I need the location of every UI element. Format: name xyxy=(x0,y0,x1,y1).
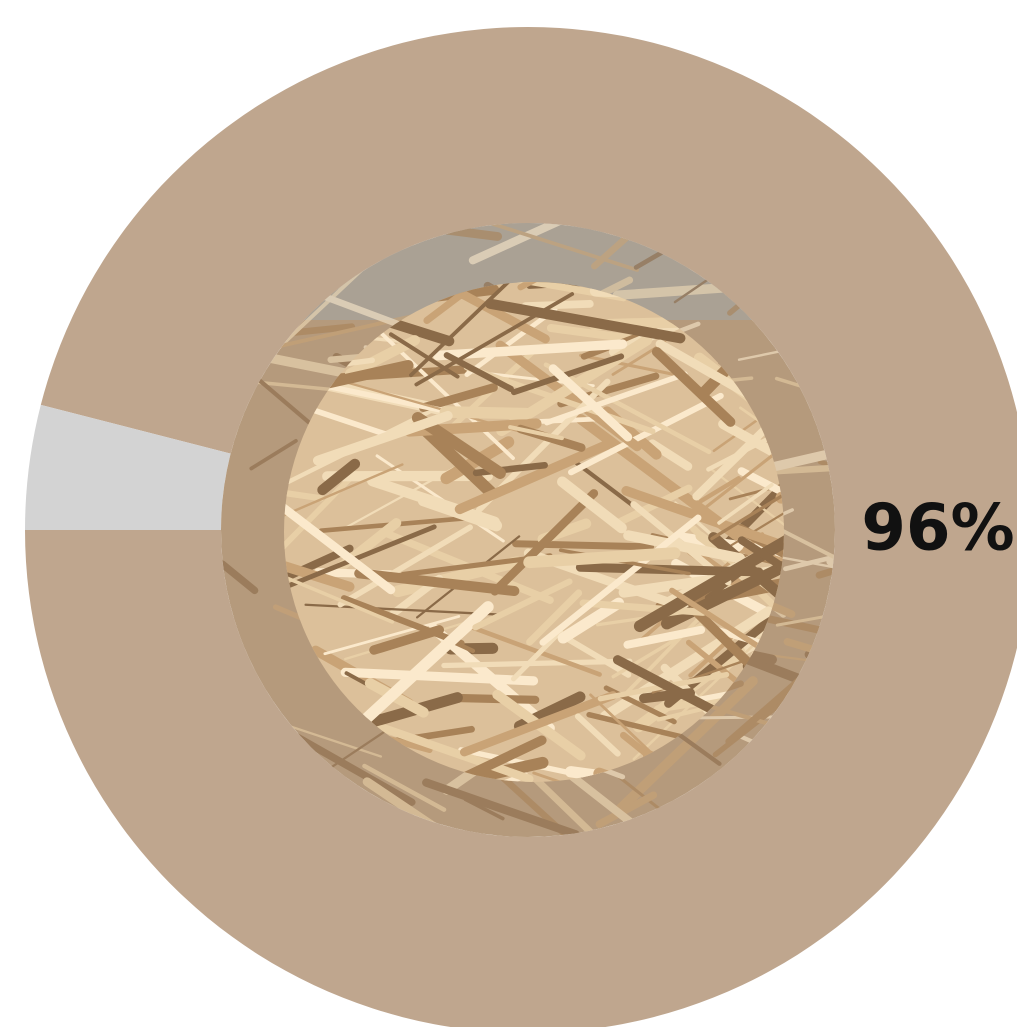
wood-stick xyxy=(349,713,534,782)
donut xyxy=(25,27,1017,1027)
wood-stick xyxy=(367,320,515,461)
wood-stick xyxy=(490,489,599,596)
wood-stick xyxy=(595,791,658,828)
wood-stick xyxy=(543,362,712,455)
wood-stick xyxy=(737,467,784,551)
wood-stick xyxy=(710,481,784,541)
wood-stick xyxy=(568,392,724,476)
wood-stick xyxy=(406,282,550,344)
wood-stick xyxy=(737,536,784,629)
wood-stick xyxy=(466,623,602,677)
wood-stick xyxy=(391,556,523,598)
wood-stick xyxy=(521,299,594,311)
wood-stick xyxy=(415,735,547,782)
wood-stick xyxy=(340,667,539,686)
wood-stick xyxy=(698,476,741,504)
wood-stick xyxy=(439,406,533,420)
wood-stick xyxy=(362,763,447,812)
wood-stick xyxy=(526,589,583,646)
wood-stick xyxy=(286,576,395,624)
donut-segment xyxy=(25,27,1017,1027)
wood-stick xyxy=(557,597,625,644)
wood-stick xyxy=(715,478,784,555)
wood-stick xyxy=(539,514,702,646)
wood-stick xyxy=(484,298,686,344)
wood-stick xyxy=(647,439,693,471)
donut-segment xyxy=(25,404,231,530)
wood-stick xyxy=(312,410,453,466)
wood-stick xyxy=(615,676,758,814)
wood-stick xyxy=(579,599,707,616)
wood-stick xyxy=(485,760,616,837)
wood-stick xyxy=(544,371,688,426)
wood-stick xyxy=(354,568,520,597)
wood-stick xyxy=(591,223,701,270)
wood-stick xyxy=(316,359,414,390)
wood-stick xyxy=(508,425,564,441)
wood-stick xyxy=(579,353,689,379)
wood-stick xyxy=(623,625,706,649)
wood-stick xyxy=(574,713,621,757)
wood-stick xyxy=(411,411,506,479)
wood-stick xyxy=(345,335,421,379)
wood-stick xyxy=(706,435,773,472)
wood-stick xyxy=(441,658,633,669)
wood-stick xyxy=(418,383,498,412)
wood-stick xyxy=(284,463,404,527)
wood-stick xyxy=(562,634,632,678)
wood-stick xyxy=(388,332,460,379)
wood-stick xyxy=(353,601,494,731)
wood-stick xyxy=(459,691,618,757)
wood-stick xyxy=(468,223,649,265)
wood-stick xyxy=(718,419,784,520)
wood-stick xyxy=(423,292,463,324)
wood-stick xyxy=(418,423,497,498)
wood-stick xyxy=(414,292,575,387)
wood-stick xyxy=(249,438,298,471)
wood-stick xyxy=(717,483,774,525)
wood-stick xyxy=(472,578,573,631)
wood-stick xyxy=(284,499,396,595)
wood-stick xyxy=(546,323,633,343)
wood-stick xyxy=(611,484,693,529)
wood-stick xyxy=(510,353,625,396)
wood-stick xyxy=(510,628,564,682)
wood-stick xyxy=(367,475,500,528)
wood-stick xyxy=(284,556,355,592)
wood-stick xyxy=(548,364,633,442)
wood-stick xyxy=(221,560,259,595)
wood-stick xyxy=(443,352,514,393)
wood-stick xyxy=(409,282,526,378)
wood-stick xyxy=(454,439,612,515)
wood-stick xyxy=(317,458,361,496)
wood-stick xyxy=(464,307,558,377)
wood-stick xyxy=(323,615,461,656)
wood-stick xyxy=(447,693,540,704)
wood-stick xyxy=(422,778,580,837)
wood-stick xyxy=(340,595,465,647)
wood-stick xyxy=(758,420,835,474)
wood-stick xyxy=(557,476,627,534)
wood-stick xyxy=(463,797,505,821)
wood-stick xyxy=(623,530,746,564)
wood-stick xyxy=(621,486,784,550)
wood-stick xyxy=(284,489,325,502)
wood-stick xyxy=(523,547,681,569)
wood-stick xyxy=(339,379,521,433)
value-label: 96% xyxy=(861,492,1014,566)
wood-stick xyxy=(337,524,473,608)
wood-stick xyxy=(276,312,423,349)
wood-stick xyxy=(284,471,357,566)
wood-stick xyxy=(651,346,736,427)
wood-stick xyxy=(304,603,498,616)
